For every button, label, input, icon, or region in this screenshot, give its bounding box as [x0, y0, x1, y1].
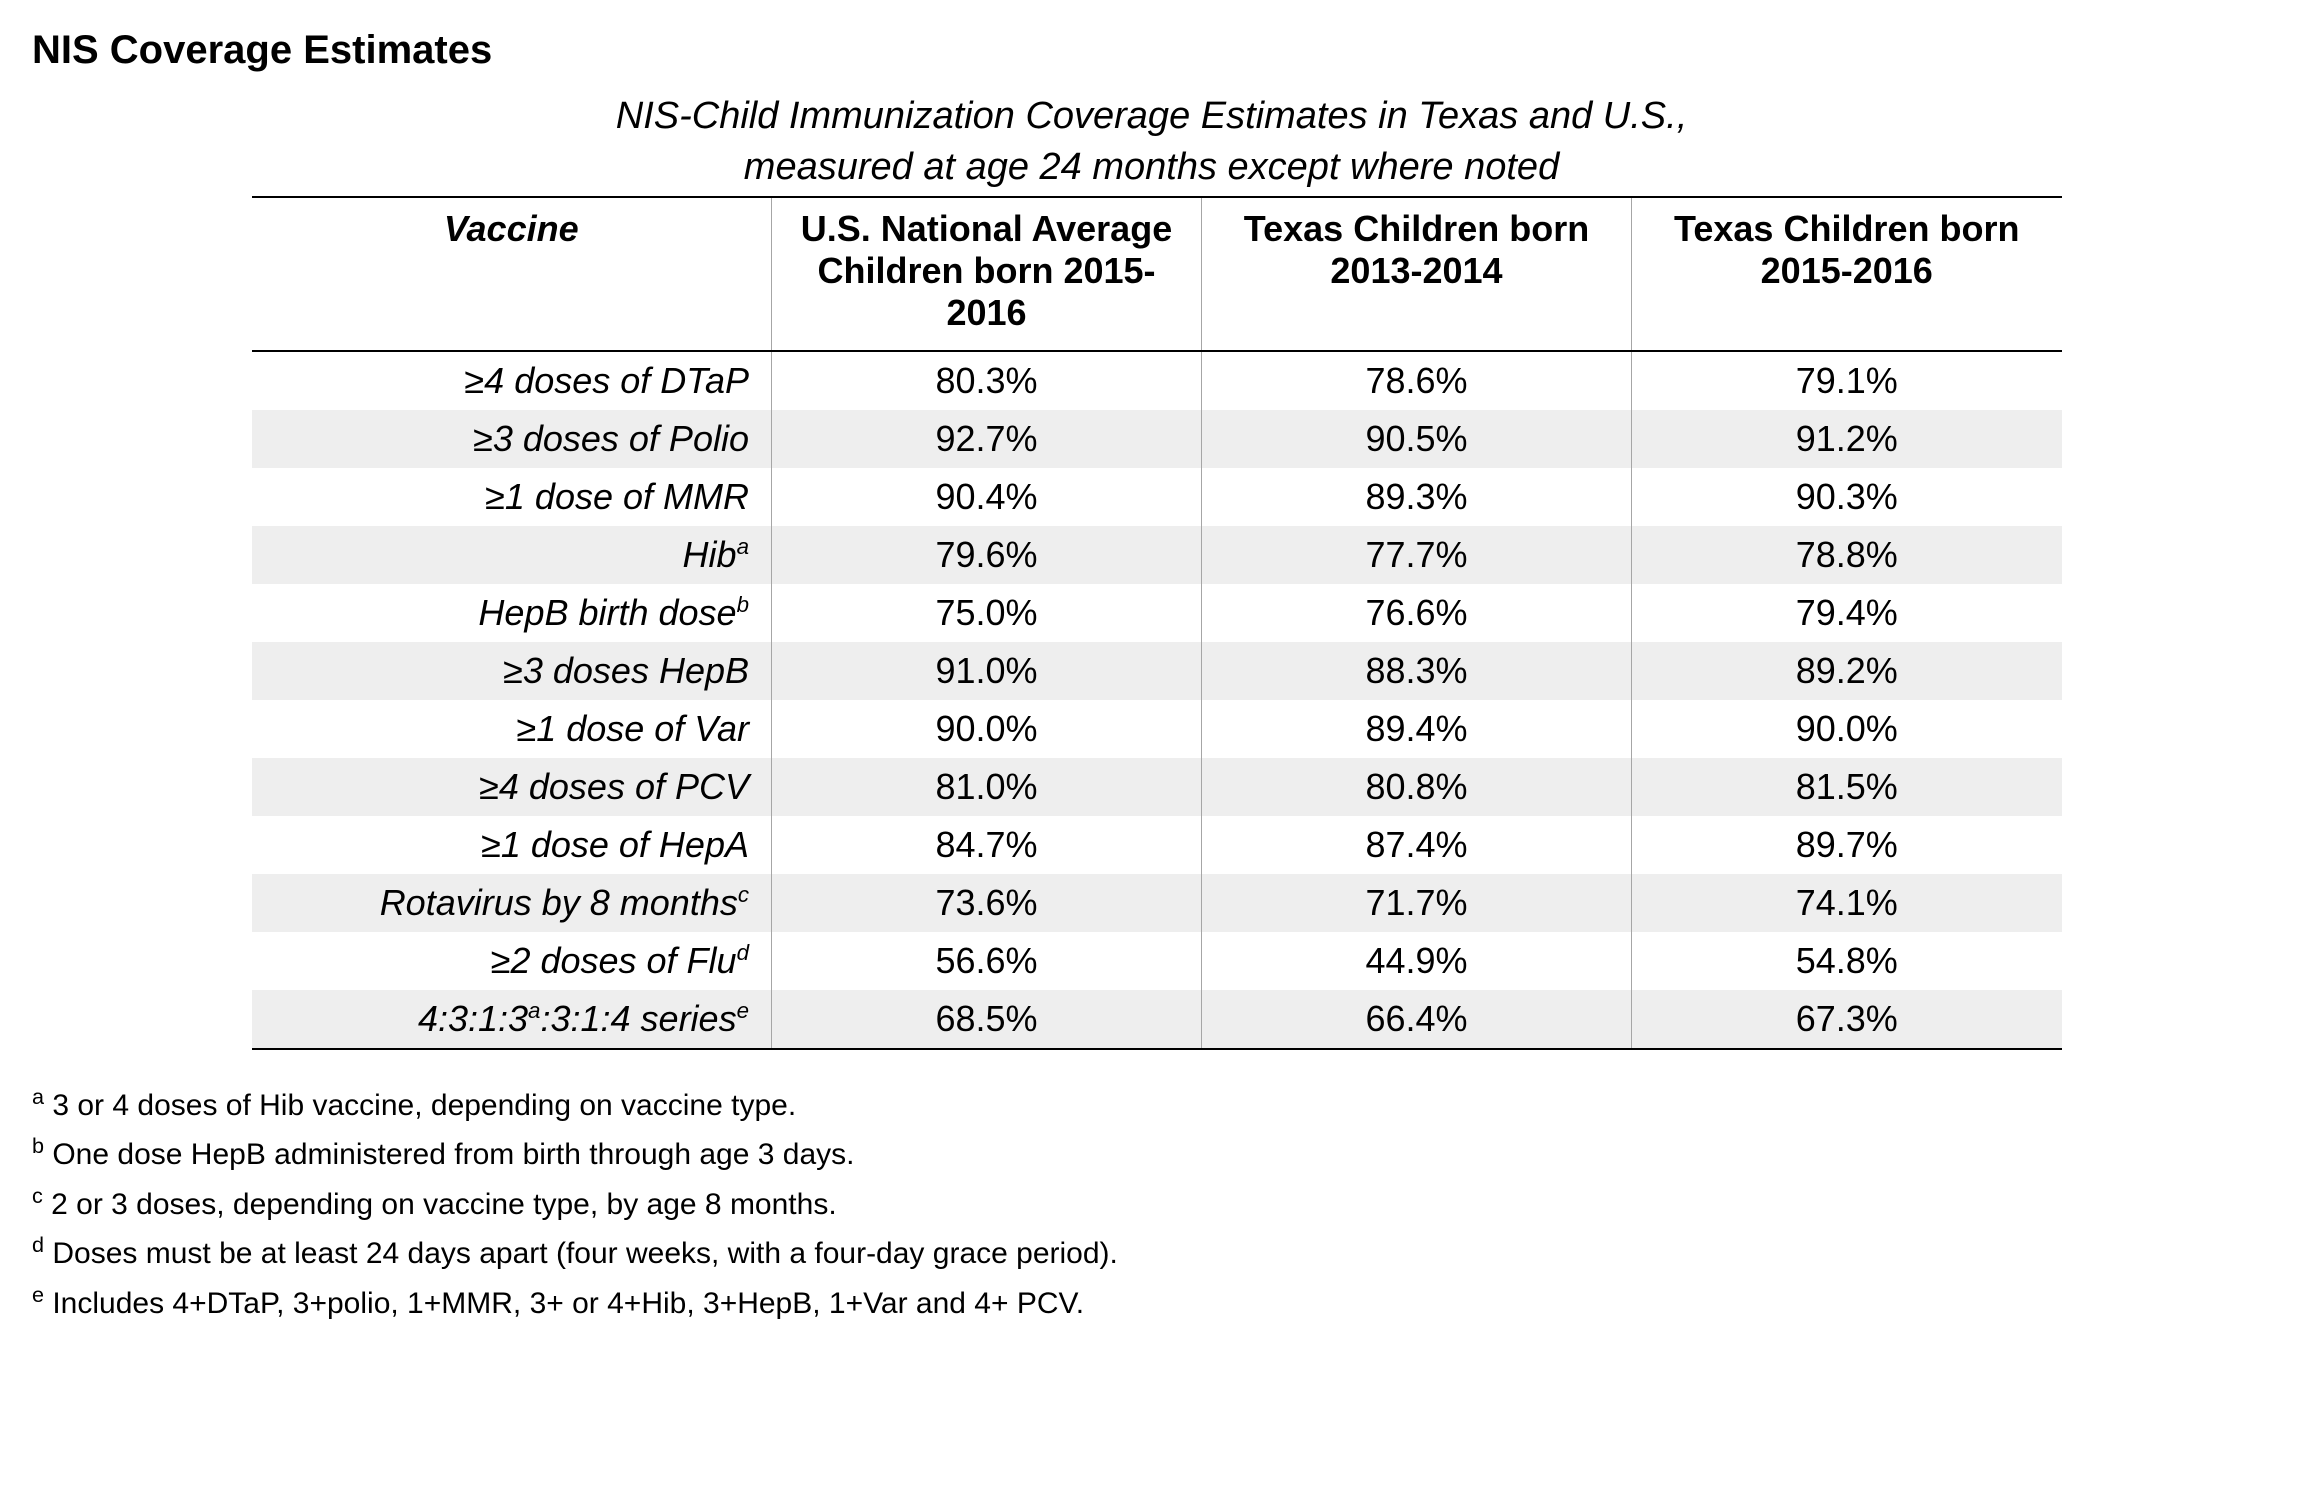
cell-value: 76.6%	[1202, 584, 1632, 642]
row-label: Rotavirus by 8 monthsc	[252, 874, 772, 932]
cell-value: 90.4%	[772, 468, 1202, 526]
cell-value: 75.0%	[772, 584, 1202, 642]
row-label: ≥1 dose of MMR	[252, 468, 772, 526]
table-row: HepB birth doseb75.0%76.6%79.4%	[252, 584, 2062, 642]
coverage-table: Vaccine U.S. National Average Children b…	[252, 196, 2062, 1050]
footnote-ref: b	[737, 592, 749, 617]
footnote-mark: a	[32, 1084, 44, 1109]
row-label: ≥4 doses of DTaP	[252, 351, 772, 410]
cell-value: 88.3%	[1202, 642, 1632, 700]
cell-value: 89.2%	[1632, 642, 2062, 700]
footnote-mark: b	[32, 1133, 44, 1158]
cell-value: 84.7%	[772, 816, 1202, 874]
cell-value: 44.9%	[1202, 932, 1632, 990]
page-title: NIS Coverage Estimates	[32, 28, 2271, 73]
row-label: ≥1 dose of Var	[252, 700, 772, 758]
cell-value: 81.5%	[1632, 758, 2062, 816]
table-row: ≥2 doses of Flud56.6%44.9%54.8%	[252, 932, 2062, 990]
footnote-ref: a	[528, 998, 540, 1023]
cell-value: 79.6%	[772, 526, 1202, 584]
footnote-mark: d	[32, 1232, 44, 1257]
footnote-ref: c	[738, 882, 749, 907]
row-label: ≥4 doses of PCV	[252, 758, 772, 816]
cell-value: 80.3%	[772, 351, 1202, 410]
col-header-vaccine: Vaccine	[252, 197, 772, 351]
table-body: ≥4 doses of DTaP80.3%78.6%79.1%≥3 doses …	[252, 351, 2062, 1049]
cell-value: 91.2%	[1632, 410, 2062, 468]
cell-value: 89.4%	[1202, 700, 1632, 758]
cell-value: 67.3%	[1632, 990, 2062, 1049]
footnote-ref: d	[737, 940, 749, 965]
col-header-tx13: Texas Children born 2013-2014	[1202, 197, 1632, 351]
table-row: ≥1 dose of MMR90.4%89.3%90.3%	[252, 468, 2062, 526]
col-header-tx15: Texas Children born 2015-2016	[1632, 197, 2062, 351]
table-row: ≥1 dose of Var90.0%89.4%90.0%	[252, 700, 2062, 758]
cell-value: 66.4%	[1202, 990, 1632, 1049]
footnote: b One dose HepB administered from birth …	[32, 1129, 2271, 1179]
footnotes: a 3 or 4 doses of Hib vaccine, depending…	[32, 1080, 2271, 1328]
row-label: ≥3 doses HepB	[252, 642, 772, 700]
cell-value: 78.6%	[1202, 351, 1632, 410]
table-row: ≥4 doses of DTaP80.3%78.6%79.1%	[252, 351, 2062, 410]
footnote-mark: c	[32, 1183, 43, 1208]
cell-value: 90.3%	[1632, 468, 2062, 526]
footnote-mark: e	[32, 1282, 44, 1307]
row-label: HepB birth doseb	[252, 584, 772, 642]
row-label: ≥1 dose of HepA	[252, 816, 772, 874]
row-label: Hiba	[252, 526, 772, 584]
cell-value: 78.8%	[1632, 526, 2062, 584]
row-label: ≥3 doses of Polio	[252, 410, 772, 468]
table-row: ≥4 doses of PCV81.0%80.8%81.5%	[252, 758, 2062, 816]
cell-value: 90.0%	[1632, 700, 2062, 758]
cell-value: 91.0%	[772, 642, 1202, 700]
table-row: Rotavirus by 8 monthsc73.6%71.7%74.1%	[252, 874, 2062, 932]
cell-value: 74.1%	[1632, 874, 2062, 932]
cell-value: 79.4%	[1632, 584, 2062, 642]
table-row: 4:3:1:3a:3:1:4 seriese68.5%66.4%67.3%	[252, 990, 2062, 1049]
table-row: ≥3 doses HepB91.0%88.3%89.2%	[252, 642, 2062, 700]
cell-value: 79.1%	[1632, 351, 2062, 410]
row-label: 4:3:1:3a:3:1:4 seriese	[252, 990, 772, 1049]
cell-value: 77.7%	[1202, 526, 1632, 584]
cell-value: 92.7%	[772, 410, 1202, 468]
row-label: ≥2 doses of Flud	[252, 932, 772, 990]
cell-value: 87.4%	[1202, 816, 1632, 874]
footnote-ref: e	[737, 998, 749, 1023]
cell-value: 80.8%	[1202, 758, 1632, 816]
cell-value: 90.0%	[772, 700, 1202, 758]
table-container: NIS-Child Immunization Coverage Estimate…	[252, 91, 2052, 1050]
cell-value: 73.6%	[772, 874, 1202, 932]
table-header-row: Vaccine U.S. National Average Children b…	[252, 197, 2062, 351]
footnote: e Includes 4+DTaP, 3+polio, 1+MMR, 3+ or…	[32, 1278, 2271, 1328]
cell-value: 68.5%	[772, 990, 1202, 1049]
footnote: d Doses must be at least 24 days apart (…	[32, 1228, 2271, 1278]
cell-value: 71.7%	[1202, 874, 1632, 932]
cell-value: 54.8%	[1632, 932, 2062, 990]
caption-line-1: NIS-Child Immunization Coverage Estimate…	[616, 95, 1688, 137]
caption-line-2: measured at age 24 months except where n…	[744, 146, 1559, 188]
table-row: ≥1 dose of HepA84.7%87.4%89.7%	[252, 816, 2062, 874]
col-header-us: U.S. National Average Children born 2015…	[772, 197, 1202, 351]
cell-value: 56.6%	[772, 932, 1202, 990]
footnote: c 2 or 3 doses, depending on vaccine typ…	[32, 1179, 2271, 1229]
cell-value: 89.7%	[1632, 816, 2062, 874]
cell-value: 81.0%	[772, 758, 1202, 816]
footnote: a 3 or 4 doses of Hib vaccine, depending…	[32, 1080, 2271, 1130]
table-row: ≥3 doses of Polio92.7%90.5%91.2%	[252, 410, 2062, 468]
cell-value: 90.5%	[1202, 410, 1632, 468]
footnote-ref: a	[737, 534, 749, 559]
table-row: Hiba79.6%77.7%78.8%	[252, 526, 2062, 584]
table-caption: NIS-Child Immunization Coverage Estimate…	[252, 91, 2052, 194]
cell-value: 89.3%	[1202, 468, 1632, 526]
